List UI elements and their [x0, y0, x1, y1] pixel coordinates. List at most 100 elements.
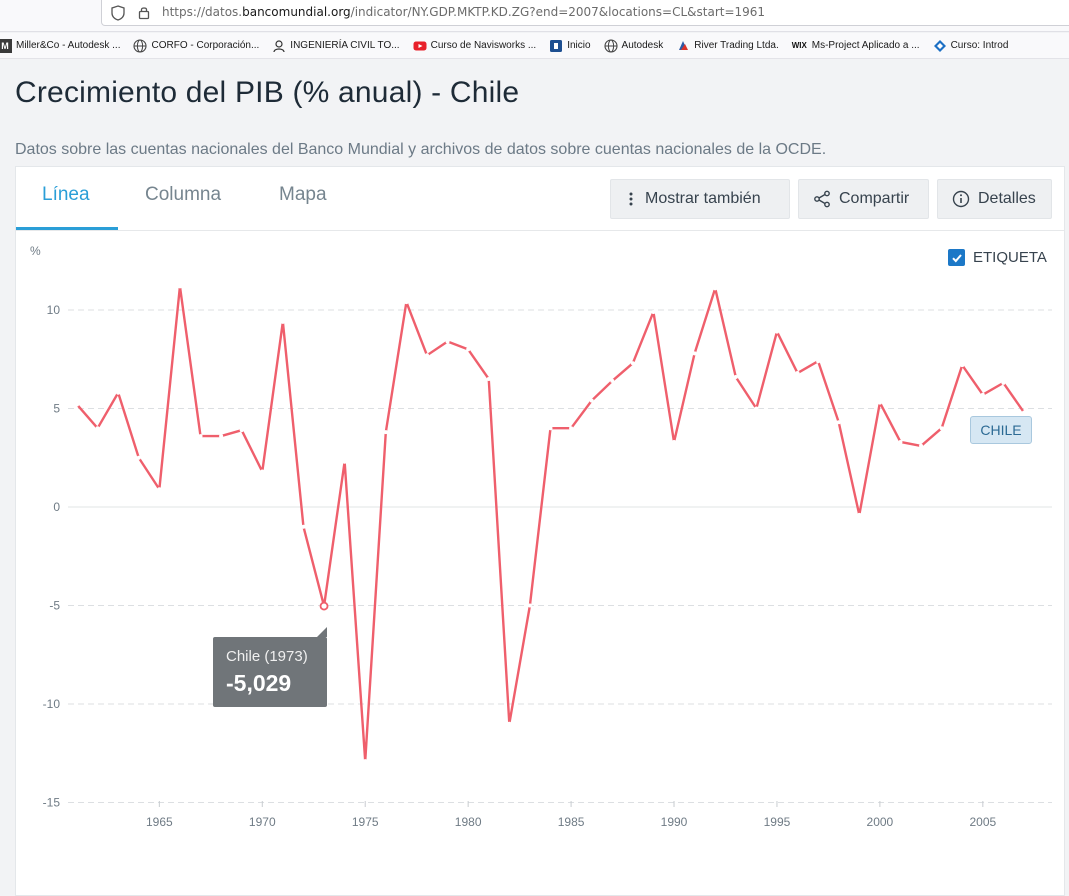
- wix-icon: WIX: [791, 40, 807, 50]
- data-point: [939, 426, 944, 431]
- x-tick-label: 1965: [146, 815, 173, 829]
- data-point: [260, 469, 265, 474]
- data-point: [136, 455, 141, 460]
- bookmark-item[interactable]: Curso: Introd: [933, 39, 1009, 53]
- checkbox-checked[interactable]: [948, 249, 965, 266]
- x-tick-label: 1990: [661, 815, 688, 829]
- data-point: [610, 378, 615, 383]
- data-point: [651, 309, 656, 314]
- info-icon: [952, 190, 970, 208]
- bookmark-label: Curso de Navisworks ...: [430, 40, 537, 51]
- address-bar[interactable]: https://datos.bancomundial.org/indicator…: [101, 0, 1069, 26]
- bookmark-label: Inicio: [567, 40, 591, 51]
- data-point: [569, 426, 574, 431]
- data-point: [424, 353, 429, 358]
- data-point: [713, 286, 718, 291]
- data-point: [116, 390, 121, 395]
- data-point: [692, 351, 697, 356]
- share-button[interactable]: Compartir: [798, 179, 929, 219]
- data-point: [898, 439, 903, 444]
- bookmarks-bar: M Miller&Co - Autodesk ... CORFO - Corpo…: [0, 33, 1069, 59]
- data-point: [919, 443, 924, 448]
- label-toggle-text: ETIQUETA: [973, 249, 1047, 266]
- bookmark-item[interactable]: Curso de Navisworks ...: [413, 39, 537, 53]
- more-vertical-icon: [629, 192, 633, 206]
- data-point: [630, 361, 635, 366]
- label-toggle[interactable]: ETIQUETA: [948, 249, 1047, 266]
- y-tick-label: -5: [49, 599, 60, 613]
- y-tick-label: -15: [43, 796, 61, 810]
- data-point: [1001, 380, 1006, 385]
- globe-icon: [603, 38, 618, 53]
- data-point: [816, 359, 821, 364]
- y-axis-label: %: [30, 244, 41, 258]
- data-point: [75, 402, 79, 407]
- data-point: [157, 487, 162, 492]
- bookmark-item[interactable]: Autodesk: [603, 38, 664, 53]
- data-point: [219, 434, 224, 439]
- data-point: [301, 524, 306, 529]
- bookmark-label: CORFO - Corporación...: [151, 40, 260, 51]
- bookmark-item[interactable]: CORFO - Corporación...: [133, 38, 260, 53]
- data-tooltip: Chile (1973) -5,029: [213, 627, 327, 707]
- series-label-tag[interactable]: CHILE: [970, 416, 1032, 444]
- data-point: [404, 300, 409, 305]
- data-point: [1022, 410, 1026, 415]
- data-point: [527, 603, 532, 608]
- details-button[interactable]: Detalles: [937, 179, 1052, 219]
- bookmark-label: Miller&Co - Autodesk ...: [16, 40, 121, 51]
- bookmark-item[interactable]: M Miller&Co - Autodesk ...: [0, 38, 121, 53]
- active-tab-indicator: [16, 227, 118, 230]
- bookmark-label: INGENIERÍA CIVIL TO...: [290, 40, 400, 51]
- y-tick-label: 0: [53, 500, 60, 514]
- bookmark-label: Curso: Introd: [950, 40, 1009, 51]
- share-icon: [814, 190, 830, 208]
- browser-toolbar: https://datos.bancomundial.org/indicator…: [0, 0, 1069, 32]
- bookmark-label: River Trading Ltda.: [694, 40, 779, 51]
- bookmark-item[interactable]: Inicio: [549, 39, 591, 53]
- url-text[interactable]: https://datos.bancomundial.org/indicator…: [162, 5, 766, 19]
- show-also-label: Mostrar también: [645, 190, 761, 207]
- y-tick-label: 10: [47, 303, 61, 317]
- tab-linea[interactable]: Línea: [42, 184, 90, 205]
- data-point: [198, 434, 203, 439]
- data-point: [95, 426, 100, 431]
- chart-card: Línea Columna Mapa Mostrar también Compa…: [15, 166, 1065, 896]
- y-tick-label: 5: [53, 402, 60, 416]
- show-also-button[interactable]: Mostrar también: [610, 179, 790, 219]
- data-point: [280, 319, 285, 324]
- bookmark-item[interactable]: WIX Ms-Project Aplicado a ...: [792, 39, 920, 53]
- details-label: Detalles: [978, 190, 1036, 207]
- checkmark-icon: [951, 253, 962, 262]
- engineer-icon: [273, 39, 285, 52]
- data-point: [466, 347, 471, 352]
- data-point: [507, 721, 512, 726]
- tab-columna[interactable]: Columna: [145, 184, 222, 205]
- x-tick-label: 1985: [558, 815, 585, 829]
- bookmark-label: Autodesk: [621, 40, 664, 51]
- diamond-icon: [933, 39, 946, 52]
- inicio-icon: [550, 39, 563, 52]
- x-tick-label: 2000: [867, 815, 894, 829]
- data-point: [239, 428, 244, 433]
- data-point: [589, 398, 594, 403]
- data-point: [445, 339, 450, 344]
- data-point: [733, 374, 738, 379]
- x-tick-label: 1970: [249, 815, 276, 829]
- lock-icon[interactable]: [138, 5, 150, 20]
- page-title: Crecimiento del PIB (% anual) - Chile: [15, 76, 520, 109]
- bookmark-label: Ms-Project Aplicado a ...: [811, 40, 920, 51]
- bookmark-item[interactable]: INGENIERÍA CIVIL TO...: [272, 39, 400, 53]
- autodesk-m-icon: M: [0, 38, 12, 53]
- data-point: [486, 376, 491, 381]
- data-point: [672, 439, 677, 444]
- highlighted-data-point: [319, 601, 329, 611]
- x-tick-label: 2005: [969, 815, 996, 829]
- x-tick-label: 1995: [764, 815, 791, 829]
- tab-mapa[interactable]: Mapa: [279, 184, 327, 205]
- bookmark-item[interactable]: River Trading Ltda.: [676, 39, 779, 53]
- data-point: [980, 392, 985, 397]
- line-chart[interactable]: % -15 -10 -5 0 5 10 1965 1970 1975 1980 1985 1990 199…: [16, 167, 1064, 895]
- river-icon: [679, 40, 689, 50]
- shield-icon[interactable]: [111, 5, 125, 21]
